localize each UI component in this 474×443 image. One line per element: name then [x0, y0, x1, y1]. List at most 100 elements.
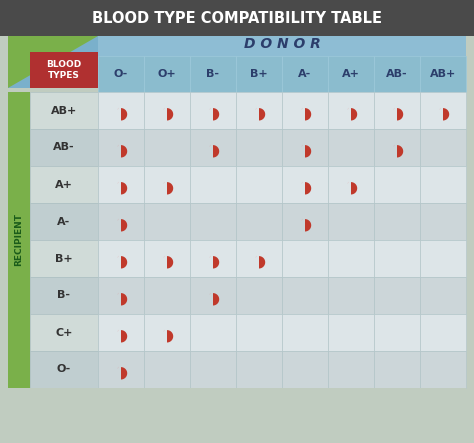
FancyBboxPatch shape — [328, 240, 374, 277]
Polygon shape — [259, 101, 265, 120]
FancyBboxPatch shape — [144, 92, 190, 129]
Text: AB+: AB+ — [51, 105, 77, 116]
FancyBboxPatch shape — [98, 240, 144, 277]
Polygon shape — [8, 36, 98, 88]
Text: B+: B+ — [55, 253, 73, 264]
FancyBboxPatch shape — [374, 166, 420, 203]
FancyBboxPatch shape — [30, 351, 98, 388]
FancyBboxPatch shape — [190, 92, 236, 129]
Polygon shape — [443, 101, 449, 120]
FancyBboxPatch shape — [98, 277, 144, 314]
FancyBboxPatch shape — [144, 129, 190, 166]
Polygon shape — [397, 137, 403, 158]
FancyBboxPatch shape — [98, 351, 144, 388]
FancyBboxPatch shape — [282, 92, 328, 129]
FancyBboxPatch shape — [328, 351, 374, 388]
Text: RECIPIENT: RECIPIENT — [15, 214, 24, 267]
Polygon shape — [351, 101, 357, 120]
FancyBboxPatch shape — [8, 388, 466, 443]
Text: BLOOD
TYPES: BLOOD TYPES — [46, 60, 82, 80]
FancyBboxPatch shape — [98, 129, 144, 166]
FancyBboxPatch shape — [420, 203, 466, 240]
FancyBboxPatch shape — [98, 92, 144, 129]
Text: AB-: AB- — [53, 143, 75, 152]
FancyBboxPatch shape — [236, 56, 282, 92]
Polygon shape — [167, 323, 173, 342]
Polygon shape — [121, 323, 127, 342]
FancyBboxPatch shape — [282, 56, 328, 92]
Polygon shape — [121, 175, 127, 194]
FancyBboxPatch shape — [190, 129, 236, 166]
Polygon shape — [121, 211, 127, 232]
Text: AB-: AB- — [386, 69, 408, 79]
Text: D O N O R: D O N O R — [244, 37, 320, 51]
Polygon shape — [121, 360, 127, 380]
FancyBboxPatch shape — [236, 166, 282, 203]
FancyBboxPatch shape — [374, 56, 420, 92]
FancyBboxPatch shape — [190, 277, 236, 314]
FancyBboxPatch shape — [30, 203, 98, 240]
FancyBboxPatch shape — [328, 56, 374, 92]
FancyBboxPatch shape — [236, 92, 282, 129]
FancyBboxPatch shape — [420, 240, 466, 277]
FancyBboxPatch shape — [282, 277, 328, 314]
Polygon shape — [213, 249, 219, 268]
Text: O-: O- — [114, 69, 128, 79]
FancyBboxPatch shape — [8, 36, 466, 88]
FancyBboxPatch shape — [374, 129, 420, 166]
FancyBboxPatch shape — [8, 92, 30, 388]
Polygon shape — [305, 101, 311, 120]
FancyBboxPatch shape — [236, 351, 282, 388]
Polygon shape — [305, 137, 311, 158]
FancyBboxPatch shape — [98, 36, 466, 65]
FancyBboxPatch shape — [144, 240, 190, 277]
FancyBboxPatch shape — [98, 314, 144, 351]
FancyBboxPatch shape — [30, 314, 98, 351]
Polygon shape — [259, 249, 265, 268]
Polygon shape — [167, 101, 173, 120]
Text: A-: A- — [57, 217, 71, 226]
FancyBboxPatch shape — [420, 92, 466, 129]
FancyBboxPatch shape — [30, 92, 98, 129]
FancyBboxPatch shape — [328, 314, 374, 351]
Text: AB+: AB+ — [430, 69, 456, 79]
FancyBboxPatch shape — [190, 351, 236, 388]
FancyBboxPatch shape — [374, 314, 420, 351]
Polygon shape — [305, 211, 311, 232]
FancyBboxPatch shape — [282, 314, 328, 351]
FancyBboxPatch shape — [420, 314, 466, 351]
FancyBboxPatch shape — [328, 92, 374, 129]
FancyBboxPatch shape — [98, 56, 144, 92]
Polygon shape — [213, 137, 219, 158]
FancyBboxPatch shape — [328, 277, 374, 314]
Polygon shape — [121, 249, 127, 268]
FancyBboxPatch shape — [236, 314, 282, 351]
FancyBboxPatch shape — [0, 0, 474, 36]
FancyBboxPatch shape — [420, 129, 466, 166]
Polygon shape — [167, 175, 173, 194]
FancyBboxPatch shape — [190, 203, 236, 240]
Text: O-: O- — [57, 365, 71, 374]
FancyBboxPatch shape — [190, 166, 236, 203]
Polygon shape — [305, 175, 311, 194]
Polygon shape — [121, 285, 127, 306]
Polygon shape — [351, 175, 357, 194]
FancyBboxPatch shape — [190, 240, 236, 277]
FancyBboxPatch shape — [144, 314, 190, 351]
FancyBboxPatch shape — [420, 166, 466, 203]
FancyBboxPatch shape — [236, 277, 282, 314]
FancyBboxPatch shape — [282, 166, 328, 203]
FancyBboxPatch shape — [420, 277, 466, 314]
FancyBboxPatch shape — [374, 277, 420, 314]
FancyBboxPatch shape — [236, 203, 282, 240]
FancyBboxPatch shape — [98, 203, 144, 240]
FancyBboxPatch shape — [420, 56, 466, 92]
FancyBboxPatch shape — [30, 166, 98, 203]
Text: B+: B+ — [250, 69, 268, 79]
FancyBboxPatch shape — [144, 277, 190, 314]
FancyBboxPatch shape — [282, 129, 328, 166]
FancyBboxPatch shape — [328, 129, 374, 166]
FancyBboxPatch shape — [328, 166, 374, 203]
FancyBboxPatch shape — [236, 240, 282, 277]
FancyBboxPatch shape — [144, 351, 190, 388]
